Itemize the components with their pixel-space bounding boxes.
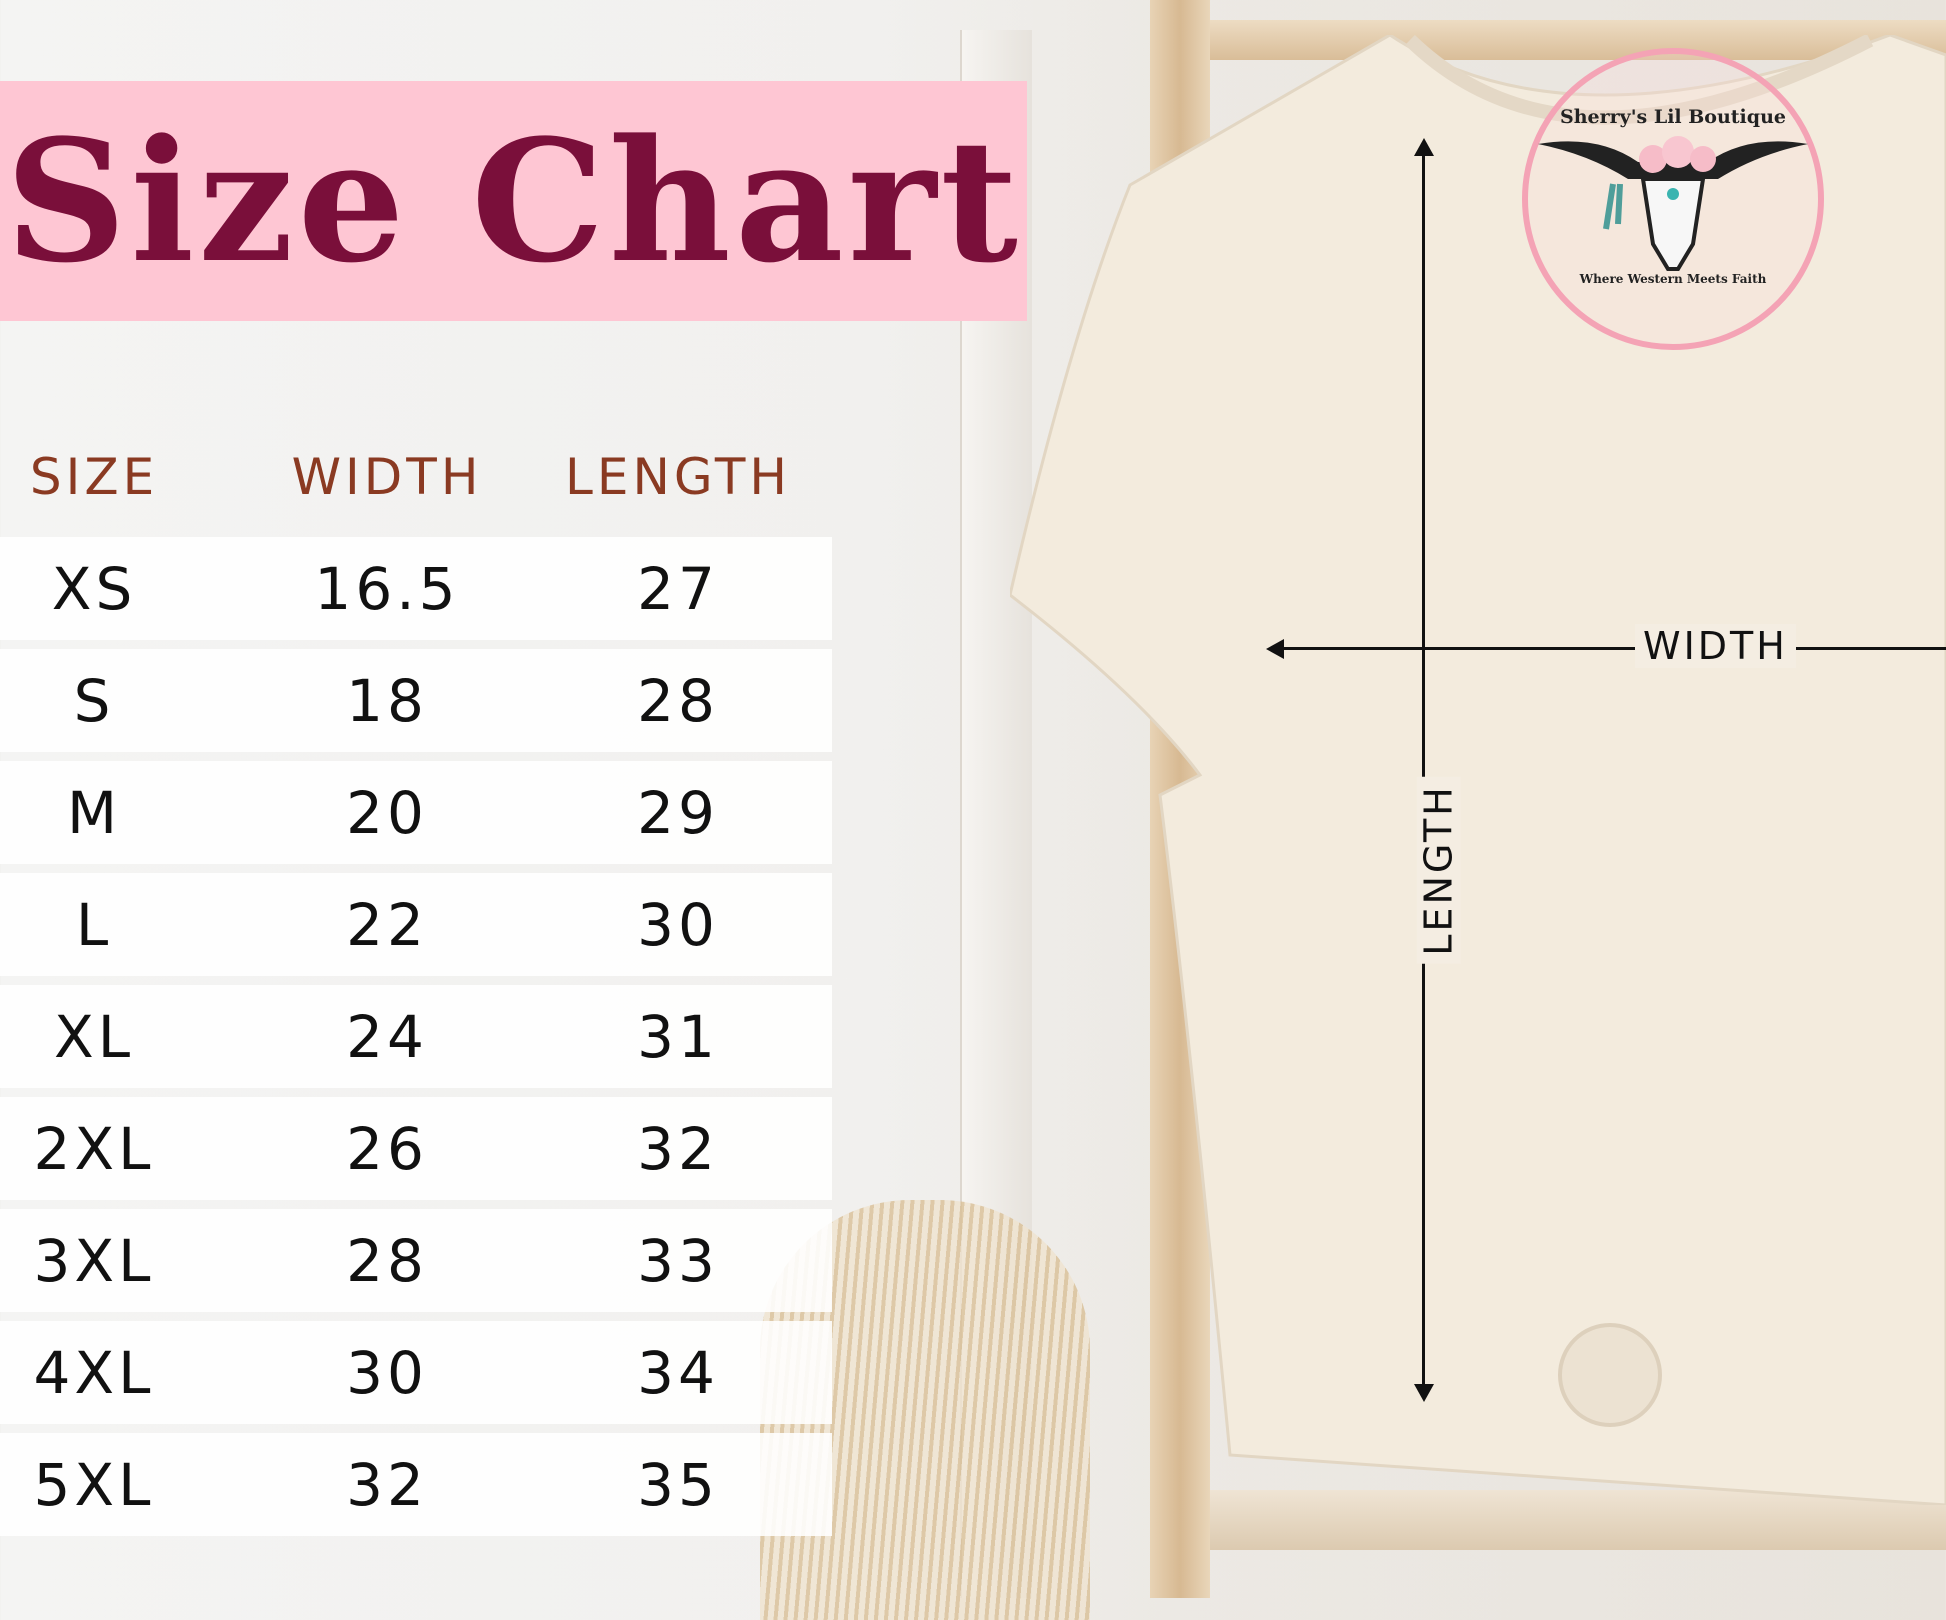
- column-header-length: LENGTH: [565, 448, 791, 506]
- tshirt-image: [1010, 35, 1946, 1505]
- size-cell: M: [66, 778, 122, 847]
- table-row: XS 16.5 27: [0, 537, 832, 640]
- length-cell: 27: [637, 554, 719, 623]
- size-cell: XL: [53, 1002, 135, 1071]
- table-row: 5XL 32 35: [0, 1433, 832, 1536]
- brand-logo: Sherry's Lil Boutique Where Western Meet…: [1518, 44, 1828, 354]
- width-cell: 24: [346, 1002, 428, 1071]
- size-cell: 5XL: [33, 1450, 155, 1519]
- width-cell: 30: [346, 1338, 428, 1407]
- width-cell: 22: [346, 890, 428, 959]
- size-cell: S: [73, 666, 115, 735]
- length-cell: 30: [637, 890, 719, 959]
- width-cell: 28: [346, 1226, 428, 1295]
- size-cell: 4XL: [33, 1338, 155, 1407]
- size-cell: 2XL: [33, 1114, 155, 1183]
- length-label: LENGTH: [1416, 776, 1461, 964]
- column-header-width: WIDTH: [291, 448, 483, 506]
- table-row: 2XL 26 32: [0, 1097, 832, 1200]
- length-cell: 32: [637, 1114, 719, 1183]
- table-row: M 20 29: [0, 761, 832, 864]
- width-cell: 18: [346, 666, 428, 735]
- arrow-left-icon: [1266, 639, 1284, 659]
- column-header-size: SIZE: [29, 448, 159, 506]
- size-cell: L: [75, 890, 113, 959]
- length-cell: 33: [637, 1226, 719, 1295]
- logo-tagline: Where Western Meets Faith: [1579, 272, 1767, 286]
- size-cell: XS: [51, 554, 137, 623]
- background-ladder-rung: [1210, 20, 1946, 60]
- length-arrow: [1422, 145, 1425, 1395]
- table-row: L 22 30: [0, 873, 832, 976]
- size-cell: 3XL: [33, 1226, 155, 1295]
- width-arrow: [1272, 647, 1946, 650]
- width-cell: 16.5: [314, 554, 460, 623]
- table-row: 3XL 28 33: [0, 1209, 832, 1312]
- arrow-down-icon: [1414, 1384, 1434, 1402]
- arrow-up-icon: [1414, 138, 1434, 156]
- background-ladder-bottom: [1210, 1490, 1946, 1550]
- width-cell: 26: [346, 1114, 428, 1183]
- length-cell: 35: [637, 1450, 719, 1519]
- page-title: Size Chart: [5, 102, 1022, 300]
- title-banner: Size Chart: [0, 81, 1027, 321]
- table-row: S 18 28: [0, 649, 832, 752]
- length-cell: 31: [637, 1002, 719, 1071]
- table-row: 4XL 30 34: [0, 1321, 832, 1424]
- length-cell: 34: [637, 1338, 719, 1407]
- width-label: WIDTH: [1635, 624, 1796, 668]
- length-cell: 28: [637, 666, 719, 735]
- length-cell: 29: [637, 778, 719, 847]
- logo-name: Sherry's Lil Boutique: [1560, 106, 1786, 128]
- table-row: XL 24 31: [0, 985, 832, 1088]
- width-cell: 32: [346, 1450, 428, 1519]
- width-cell: 20: [346, 778, 428, 847]
